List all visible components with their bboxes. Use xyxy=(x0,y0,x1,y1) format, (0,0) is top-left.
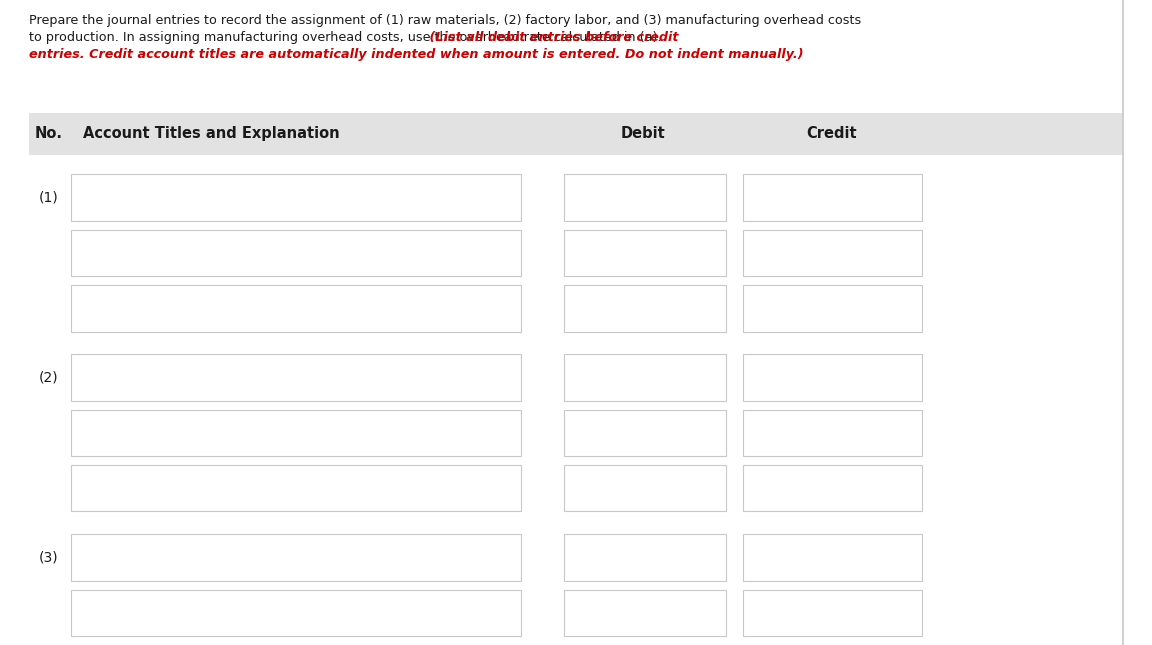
Text: entries. Credit account titles are automatically indented when amount is entered: entries. Credit account titles are autom… xyxy=(29,48,803,61)
Bar xyxy=(71,410,521,456)
Bar xyxy=(743,534,922,580)
Bar xyxy=(564,174,726,221)
Bar xyxy=(71,230,521,276)
Text: No.: No. xyxy=(35,126,62,141)
Bar xyxy=(743,230,922,276)
Bar xyxy=(743,465,922,511)
Bar xyxy=(743,410,922,456)
Bar xyxy=(743,285,922,332)
Bar xyxy=(564,230,726,276)
Bar xyxy=(564,410,726,456)
Text: (3): (3) xyxy=(38,550,59,564)
Text: Account Titles and Explanation: Account Titles and Explanation xyxy=(83,126,340,141)
Text: Prepare the journal entries to record the assignment of (1) raw materials, (2) f: Prepare the journal entries to record th… xyxy=(29,14,861,27)
Bar xyxy=(71,285,521,332)
Bar xyxy=(564,465,726,511)
Text: to production. In assigning manufacturing overhead costs, use the overhead rate : to production. In assigning manufacturin… xyxy=(29,31,666,44)
Bar xyxy=(29,113,1123,155)
Bar xyxy=(71,174,521,221)
Bar xyxy=(743,354,922,401)
Bar xyxy=(564,534,726,580)
Bar xyxy=(71,354,521,401)
Bar xyxy=(71,590,521,636)
Text: (1): (1) xyxy=(38,190,59,204)
Bar xyxy=(71,534,521,580)
Bar xyxy=(743,590,922,636)
Bar xyxy=(743,174,922,221)
Bar xyxy=(71,465,521,511)
Bar xyxy=(564,590,726,636)
Bar xyxy=(564,285,726,332)
Text: Debit: Debit xyxy=(621,126,665,141)
Text: (List all debit entries before credit: (List all debit entries before credit xyxy=(29,31,679,44)
Bar xyxy=(564,354,726,401)
Text: Credit: Credit xyxy=(806,126,857,141)
Text: (2): (2) xyxy=(38,370,59,384)
